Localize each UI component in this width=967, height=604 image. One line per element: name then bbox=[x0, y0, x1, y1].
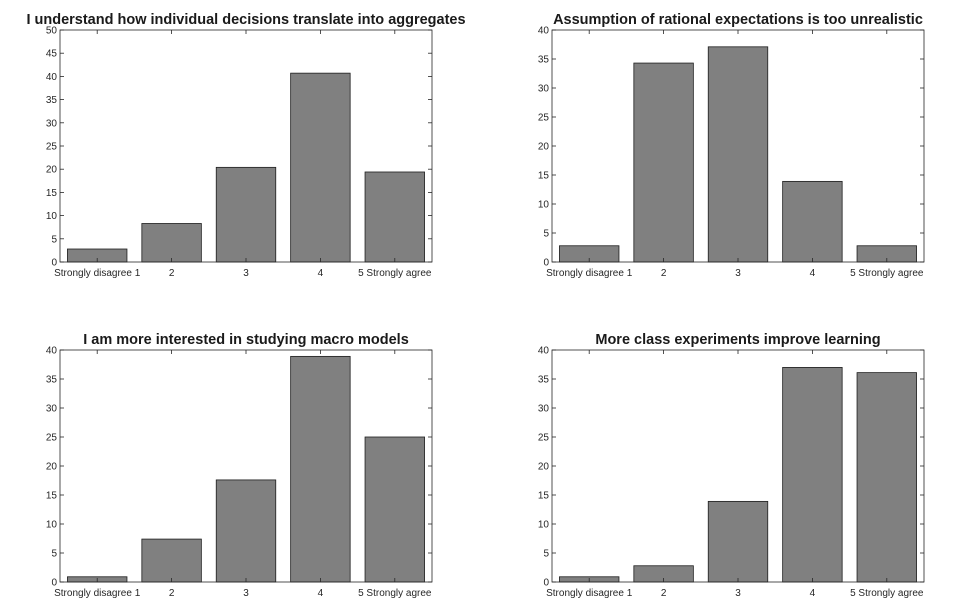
bar-2 bbox=[633, 62, 694, 263]
y-tick-label: 50 bbox=[46, 26, 58, 37]
bar-chart-1: I understand how individual decisions tr… bbox=[26, 12, 465, 279]
bar-5 bbox=[364, 436, 425, 583]
y-tick-label: 40 bbox=[46, 346, 58, 357]
x-category-label: 4 bbox=[318, 588, 324, 599]
y-tick-label: 10 bbox=[46, 520, 58, 531]
y-tick-label: 25 bbox=[538, 433, 550, 444]
chart-title: More class experiments improve learning bbox=[595, 332, 880, 348]
x-category-label: 2 bbox=[661, 588, 667, 599]
y-tick-label: 30 bbox=[46, 404, 58, 415]
y-tick-label: 40 bbox=[538, 26, 550, 37]
bar-2 bbox=[141, 538, 202, 583]
chart-title: I am more interested in studying macro m… bbox=[83, 332, 409, 348]
x-category-label: 5 Strongly agree bbox=[358, 588, 432, 599]
y-tick-label: 15 bbox=[538, 491, 550, 502]
x-category-label: 5 Strongly agree bbox=[358, 268, 432, 279]
y-tick-label: 40 bbox=[46, 72, 58, 83]
y-tick-label: 35 bbox=[46, 95, 58, 106]
y-tick-label: 45 bbox=[46, 49, 58, 60]
bar-4 bbox=[782, 180, 843, 263]
x-category-label: 4 bbox=[810, 268, 816, 279]
chart-panel-3: I am more interested in studying macro m… bbox=[30, 326, 442, 604]
x-category-label: 5 Strongly agree bbox=[850, 268, 924, 279]
x-category-label: 3 bbox=[735, 268, 741, 279]
bar-chart-4: More class experiments improve learning 0… bbox=[538, 332, 925, 599]
y-tick-label: 5 bbox=[51, 234, 57, 245]
x-category-label: Strongly disagree 1 bbox=[54, 268, 141, 279]
y-tick-label: 15 bbox=[46, 188, 58, 199]
y-tick-label: 15 bbox=[538, 171, 550, 182]
chart-panel-2: Assumption of rational expectations is t… bbox=[522, 6, 934, 284]
y-tick-label: 20 bbox=[538, 462, 550, 473]
bar-3 bbox=[215, 166, 277, 263]
y-tick-label: 20 bbox=[46, 165, 58, 176]
y-tick-label: 35 bbox=[538, 375, 550, 386]
x-category-label: 2 bbox=[661, 268, 667, 279]
bar-2 bbox=[141, 223, 202, 263]
y-tick-label: 25 bbox=[538, 113, 550, 124]
y-tick-label: 5 bbox=[51, 549, 57, 560]
y-tick-label: 25 bbox=[46, 433, 58, 444]
y-tick-label: 0 bbox=[543, 578, 549, 589]
x-category-label: 3 bbox=[735, 588, 741, 599]
bar-5 bbox=[856, 372, 917, 583]
bar-4 bbox=[782, 367, 843, 583]
bar-chart-2: Assumption of rational expectations is t… bbox=[538, 12, 925, 279]
chart-title: I understand how individual decisions tr… bbox=[26, 12, 465, 28]
x-category-label: Strongly disagree 1 bbox=[546, 588, 633, 599]
x-category-label: 4 bbox=[318, 268, 324, 279]
bar-4 bbox=[290, 72, 351, 263]
chart-title: Assumption of rational expectations is t… bbox=[553, 12, 923, 28]
chart-panel-4: More class experiments improve learning 0… bbox=[522, 326, 934, 604]
y-tick-label: 30 bbox=[538, 84, 550, 95]
x-category-label: 4 bbox=[810, 588, 816, 599]
x-category-label: Strongly disagree 1 bbox=[54, 588, 141, 599]
bar-3 bbox=[707, 500, 769, 583]
y-tick-label: 35 bbox=[538, 55, 550, 66]
bar-5 bbox=[364, 171, 425, 263]
y-tick-label: 20 bbox=[46, 462, 58, 473]
y-tick-label: 0 bbox=[51, 258, 57, 269]
y-tick-label: 35 bbox=[46, 375, 58, 386]
bar-3 bbox=[707, 46, 769, 263]
y-tick-label: 25 bbox=[46, 142, 58, 153]
x-category-label: 5 Strongly agree bbox=[850, 588, 924, 599]
y-tick-label: 5 bbox=[543, 229, 549, 240]
bar-chart-3: I am more interested in studying macro m… bbox=[46, 332, 433, 599]
y-tick-label: 10 bbox=[46, 211, 58, 222]
bar-3 bbox=[215, 479, 277, 583]
x-category-label: 3 bbox=[243, 588, 249, 599]
x-category-label: 2 bbox=[169, 588, 175, 599]
x-category-label: Strongly disagree 1 bbox=[546, 268, 633, 279]
y-tick-label: 5 bbox=[543, 549, 549, 560]
y-tick-label: 15 bbox=[46, 491, 58, 502]
y-tick-label: 40 bbox=[538, 346, 550, 357]
y-tick-label: 10 bbox=[538, 520, 550, 531]
bar-4 bbox=[290, 355, 351, 583]
x-category-label: 2 bbox=[169, 268, 175, 279]
y-tick-label: 10 bbox=[538, 200, 550, 211]
y-tick-label: 30 bbox=[46, 118, 58, 129]
y-tick-label: 0 bbox=[51, 578, 57, 589]
chart-panel-1: I understand how individual decisions tr… bbox=[26, 6, 465, 284]
y-tick-label: 30 bbox=[538, 404, 550, 415]
y-tick-label: 20 bbox=[538, 142, 550, 153]
y-tick-label: 0 bbox=[543, 258, 549, 269]
x-category-label: 3 bbox=[243, 268, 249, 279]
